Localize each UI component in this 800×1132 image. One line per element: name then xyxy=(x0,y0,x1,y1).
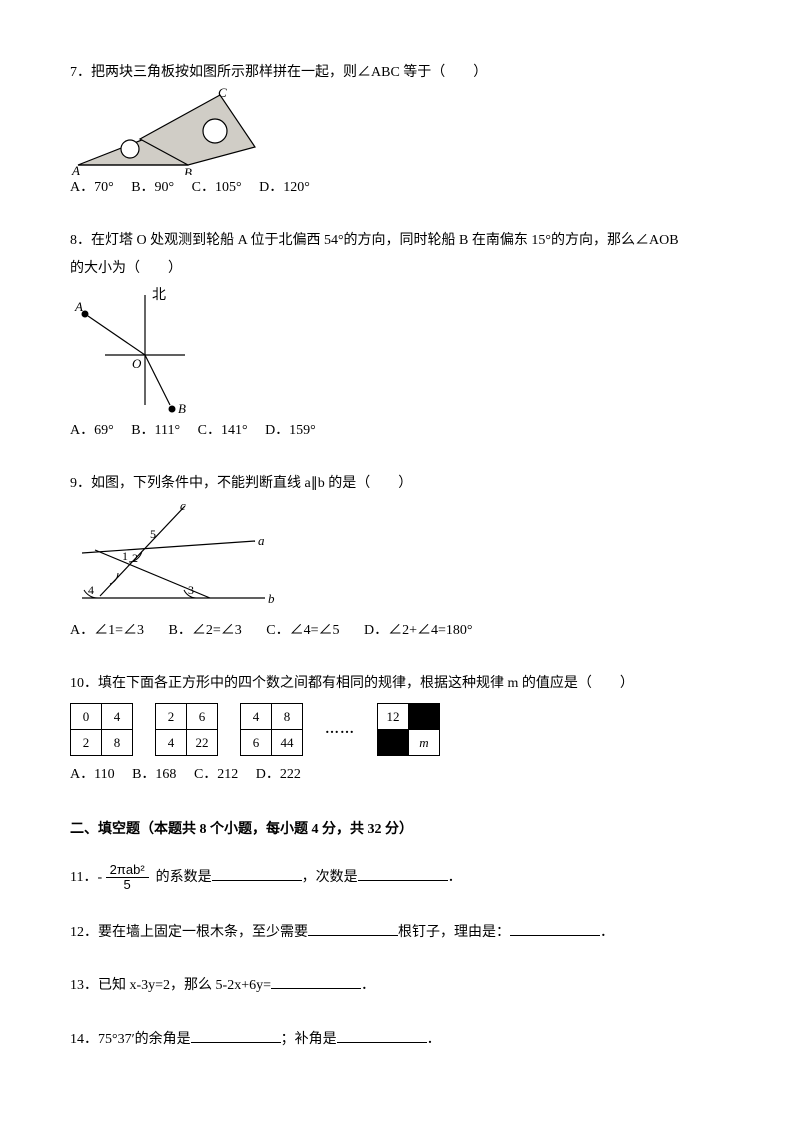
blank xyxy=(271,974,361,989)
q11-comma: ，次数是 xyxy=(302,870,358,885)
cell: 4 xyxy=(102,703,133,729)
q7-opt-c: C．105° xyxy=(192,180,242,195)
cell-black xyxy=(409,703,440,729)
q8-opt-b: B．111° xyxy=(131,423,180,438)
q8-opt-d: D．159° xyxy=(265,423,316,438)
q10-sq1: 04 28 xyxy=(70,703,133,757)
q12-b: 根钉子，理由是： xyxy=(398,925,510,940)
q9-n4: 4 xyxy=(88,583,94,597)
cell: 8 xyxy=(102,729,133,755)
q10-opt-b: B．168 xyxy=(132,767,176,782)
q9-n2: 2 xyxy=(132,551,138,565)
q11-den: 5 xyxy=(106,878,149,892)
question-7: 7．把两块三角板按如图所示那样拼在一起，则∠ABC 等于（ ） A B C A．… xyxy=(70,60,730,200)
q7-figure: A B C xyxy=(70,87,270,175)
cell: 4 xyxy=(241,703,272,729)
q8-text2: 的大小为（ ） xyxy=(70,256,730,281)
q9-opt-d: D．∠2+∠4=180° xyxy=(364,623,473,638)
q12-c: ． xyxy=(600,925,614,940)
q11-end: ． xyxy=(448,870,462,885)
q11-fraction: 2πab² 5 xyxy=(106,863,149,893)
q9-n5: 5 xyxy=(150,527,156,541)
q8-label-o: O xyxy=(132,356,142,371)
q9-options: A．∠1=∠3 B．∠2=∠3 C．∠4=∠5 D．∠2+∠4=180° xyxy=(70,618,730,643)
q9-label-b: b xyxy=(268,591,275,606)
q9-label-a: a xyxy=(258,533,265,548)
question-10: 10．填在下面各正方形中的四个数之间都有相同的规律，根据这种规律 m 的值应是（… xyxy=(70,671,730,787)
q9-n3: 3 xyxy=(188,583,194,597)
q7-text: 7．把两块三角板按如图所示那样拼在一起，则∠ABC 等于（ ） xyxy=(70,60,730,85)
q8-label-north: 北 xyxy=(152,287,166,303)
q10-sq4: 12 m xyxy=(377,703,440,757)
blank xyxy=(510,921,600,936)
q11-mid: 的系数是 xyxy=(156,870,212,885)
q10-dots: …… xyxy=(325,717,355,742)
q9-opt-a: A．∠1=∠3 xyxy=(70,623,144,638)
q14-a: 14．75°37′的余角是 xyxy=(70,1032,191,1047)
q13-a: 13．已知 x-3y=2，那么 5-2x+6y= xyxy=(70,978,271,993)
q8-figure: A B O 北 xyxy=(70,283,220,418)
section-2-title: 二、填空题（本题共 8 个小题，每小题 4 分，共 32 分） xyxy=(70,817,730,842)
question-8: 8．在灯塔 O 处观测到轮船 A 位于北偏西 54°的方向，同时轮船 B 在南偏… xyxy=(70,228,730,443)
cell: 12 xyxy=(378,703,409,729)
q14-c: ． xyxy=(427,1032,441,1047)
q9-opt-b: B．∠2=∠3 xyxy=(169,623,242,638)
q10-opt-d: D．222 xyxy=(256,767,301,782)
q10-squares: 04 28 26 422 48 644 …… 12 m xyxy=(70,703,730,757)
cell: 6 xyxy=(241,729,272,755)
q11-prefix: 11．- xyxy=(70,870,102,885)
cell: 6 xyxy=(187,703,218,729)
cell: 22 xyxy=(187,729,218,755)
cell: 44 xyxy=(272,729,303,755)
cell: m xyxy=(409,729,440,755)
q10-opt-a: A．110 xyxy=(70,767,115,782)
q9-figure: a b c 5 1 2 4 3 xyxy=(70,498,280,618)
question-14: 14．75°37′的余角是 ；补角是 ． xyxy=(70,1027,730,1052)
q7-opt-d: D．120° xyxy=(259,180,310,195)
cell: 2 xyxy=(71,729,102,755)
q10-opt-c: C．212 xyxy=(194,767,238,782)
cell: 4 xyxy=(156,729,187,755)
blank xyxy=(212,866,302,881)
cell-black xyxy=(378,729,409,755)
q10-sq3: 48 644 xyxy=(240,703,303,757)
question-13: 13．已知 x-3y=2，那么 5-2x+6y= ． xyxy=(70,973,730,998)
cell: 0 xyxy=(71,703,102,729)
q7-options: A．70° B．90° C．105° D．120° xyxy=(70,175,730,200)
blank xyxy=(358,866,448,881)
q11-num: 2πab² xyxy=(106,863,149,878)
q9-label-c: c xyxy=(180,498,186,513)
q7-label-b: B xyxy=(184,165,192,175)
q9-text: 9．如图，下列条件中，不能判断直线 a∥b 的是（ ） xyxy=(70,471,730,496)
q8-label-b: B xyxy=(178,401,186,416)
q7-opt-a: A．70° xyxy=(70,180,114,195)
q7-opt-b: B．90° xyxy=(131,180,174,195)
q8-label-a: A xyxy=(74,299,83,314)
q8-text1: 8．在灯塔 O 处观测到轮船 A 位于北偏西 54°的方向，同时轮船 B 在南偏… xyxy=(70,228,730,253)
q9-n1: 1 xyxy=(122,549,128,563)
blank xyxy=(337,1028,427,1043)
question-12: 12．要在墙上固定一根木条，至少需要 根钉子，理由是： ． xyxy=(70,920,730,945)
q10-options: A．110 B．168 C．212 D．222 xyxy=(70,762,730,787)
cell: 2 xyxy=(156,703,187,729)
q9-opt-c: C．∠4=∠5 xyxy=(266,623,339,638)
q7-label-c: C xyxy=(218,87,227,100)
q8-opt-a: A．69° xyxy=(70,423,114,438)
q12-a: 12．要在墙上固定一根木条，至少需要 xyxy=(70,925,308,940)
q14-b: ；补角是 xyxy=(281,1032,337,1047)
q10-sq2: 26 422 xyxy=(155,703,218,757)
q8-opt-c: C．141° xyxy=(198,423,248,438)
blank xyxy=(308,921,398,936)
question-11: 11．- 2πab² 5 的系数是 ，次数是 ． xyxy=(70,863,730,893)
q10-text: 10．填在下面各正方形中的四个数之间都有相同的规律，根据这种规律 m 的值应是（… xyxy=(70,671,730,696)
question-9: 9．如图，下列条件中，不能判断直线 a∥b 的是（ ） a b c 5 1 2 … xyxy=(70,471,730,643)
q7-label-a: A xyxy=(71,163,80,175)
cell: 8 xyxy=(272,703,303,729)
q13-b: ． xyxy=(361,978,375,993)
blank xyxy=(191,1028,281,1043)
q8-options: A．69° B．111° C．141° D．159° xyxy=(70,418,730,443)
